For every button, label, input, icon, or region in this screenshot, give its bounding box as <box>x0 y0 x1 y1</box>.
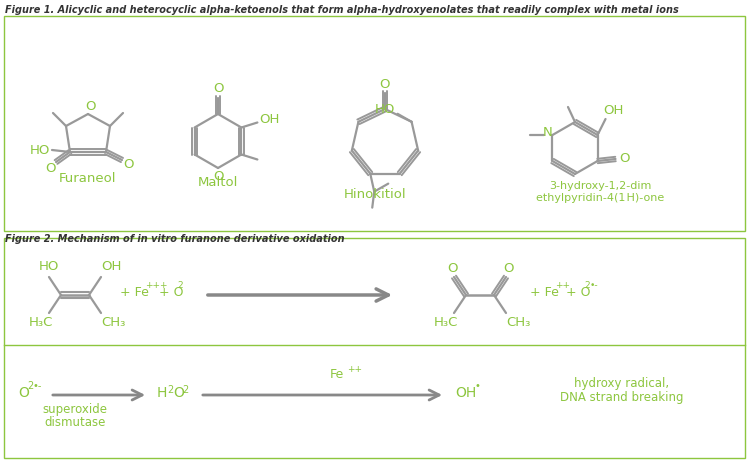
Text: 2: 2 <box>177 282 183 290</box>
Text: H₃C: H₃C <box>28 317 53 330</box>
Text: •-: •- <box>33 381 43 391</box>
Text: 3-hydroxy-1,2-dim: 3-hydroxy-1,2-dim <box>549 181 651 191</box>
Text: +++: +++ <box>145 282 168 290</box>
Text: ethylpyridin-4(1 H)-one: ethylpyridin-4(1 H)-one <box>536 193 664 203</box>
Text: 2: 2 <box>584 282 589 290</box>
Text: OH: OH <box>455 386 476 400</box>
Text: H₃C: H₃C <box>434 317 458 330</box>
Text: O: O <box>85 100 95 113</box>
Text: O: O <box>380 77 390 90</box>
Text: O: O <box>123 157 133 170</box>
Text: Figure 1. Alicyclic and heterocyclic alpha-ketoenols that form alpha-hydroxyenol: Figure 1. Alicyclic and heterocyclic alp… <box>5 5 679 15</box>
Text: HO: HO <box>39 261 59 274</box>
Text: HO: HO <box>374 103 395 116</box>
Text: O: O <box>18 386 29 400</box>
Text: OH: OH <box>101 261 121 274</box>
Text: ++: ++ <box>555 282 570 290</box>
Text: dismutase: dismutase <box>44 415 106 428</box>
Text: O: O <box>619 151 630 164</box>
Text: + Fe: + Fe <box>120 287 149 300</box>
Text: •-: •- <box>590 282 598 290</box>
Text: N: N <box>542 126 552 139</box>
Text: + Fe: + Fe <box>530 287 559 300</box>
Text: O: O <box>173 386 184 400</box>
Text: + O: + O <box>159 287 184 300</box>
Text: CH₃: CH₃ <box>506 317 530 330</box>
Text: ++: ++ <box>347 364 362 374</box>
Text: HO: HO <box>30 144 50 156</box>
Text: CH₃: CH₃ <box>101 317 125 330</box>
Text: OH: OH <box>259 113 279 126</box>
Text: O: O <box>448 262 458 275</box>
Text: O: O <box>213 169 223 182</box>
Text: 2: 2 <box>27 381 33 391</box>
Text: OH: OH <box>604 105 624 118</box>
Text: O: O <box>45 162 55 175</box>
Text: superoxide: superoxide <box>43 403 108 417</box>
Text: O: O <box>503 262 513 275</box>
Text: •: • <box>474 381 480 391</box>
Text: H: H <box>157 386 167 400</box>
Text: 2: 2 <box>167 385 173 395</box>
Bar <box>4 16 745 231</box>
Text: Figure 2. Mechanism of in vitro furanone derivative oxidation: Figure 2. Mechanism of in vitro furanone… <box>5 234 345 244</box>
Text: + O: + O <box>566 287 590 300</box>
Text: O: O <box>213 82 223 95</box>
Text: DNA strand breaking: DNA strand breaking <box>560 390 684 403</box>
Text: Maltol: Maltol <box>198 176 238 189</box>
Text: Fe: Fe <box>330 369 345 382</box>
Text: 2: 2 <box>182 385 188 395</box>
Text: Hinokitiol: Hinokitiol <box>344 188 406 201</box>
Bar <box>4 238 745 458</box>
Text: Furaneol: Furaneol <box>59 171 117 184</box>
Text: hydroxy radical,: hydroxy radical, <box>574 376 670 389</box>
